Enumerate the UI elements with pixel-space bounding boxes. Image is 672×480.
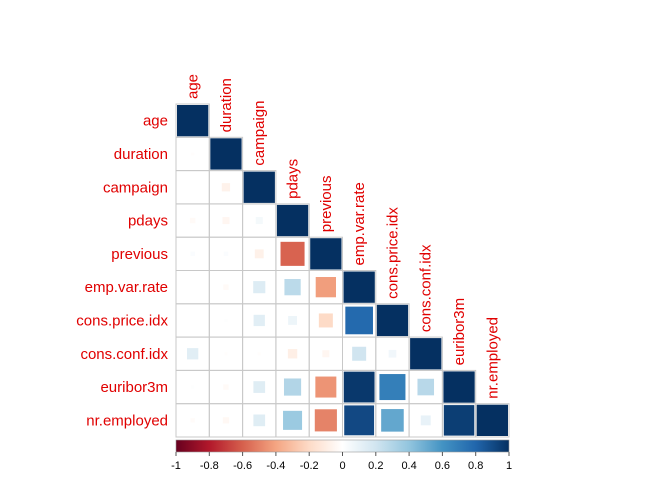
correlation-cell xyxy=(221,183,231,192)
correlation-cell xyxy=(190,418,195,423)
column-label: cons.price.idx xyxy=(384,207,401,299)
column-label: previous xyxy=(318,175,335,232)
correlation-cell xyxy=(443,405,475,436)
colorbar-tick-label: 0.2 xyxy=(368,460,383,472)
correlation-cell xyxy=(191,385,195,389)
colorbar-tick-label: 1 xyxy=(506,460,512,472)
correlation-cell xyxy=(376,304,409,337)
row-label: age xyxy=(143,113,168,130)
correlation-cell xyxy=(189,217,196,224)
correlation-cell xyxy=(280,241,305,266)
correlation-glyphs xyxy=(177,105,508,436)
correlation-cell xyxy=(410,338,442,370)
correlation-cell xyxy=(417,378,435,396)
correlation-cell xyxy=(283,410,303,430)
correlation-cell xyxy=(344,405,375,436)
correlation-cell xyxy=(253,314,265,327)
correlation-cell xyxy=(287,349,298,359)
correlation-cell xyxy=(388,349,397,358)
row-label: pdays xyxy=(128,213,168,230)
correlation-cell xyxy=(257,352,261,356)
correlation-cell xyxy=(343,271,375,303)
colorbar-gradient xyxy=(176,440,509,452)
correlation-cell xyxy=(190,251,195,257)
correlation-cell xyxy=(224,352,228,356)
grid-cell xyxy=(175,170,210,205)
correlation-cell xyxy=(191,152,195,156)
correlation-cell xyxy=(379,374,406,401)
colorbar: -1 -0.8 -0.6 -0.4 -0.2 0 0.2 0.4 0.6 0.8 1 xyxy=(171,439,512,472)
column-label: emp.var.rate xyxy=(351,182,368,265)
column-label: euribor3m xyxy=(451,298,468,366)
colorbar-tick-label: -1 xyxy=(171,460,181,472)
correlation-cell xyxy=(315,376,337,398)
row-label: cons.conf.idx xyxy=(80,346,168,363)
grid-cell xyxy=(475,403,510,438)
correlation-cell xyxy=(318,313,333,328)
variable-labels: age duration campaign pdays previous emp.var.… xyxy=(76,74,501,429)
correlation-cell xyxy=(253,414,266,427)
row-label: cons.price.idx xyxy=(76,312,168,329)
row-label: campaign xyxy=(103,179,168,196)
correlation-cell xyxy=(223,251,229,257)
correlation-cell xyxy=(187,348,199,360)
row-label: duration xyxy=(114,146,168,163)
correlation-cell xyxy=(224,318,228,323)
correlation-cell xyxy=(243,171,275,203)
correlation-cell xyxy=(210,138,242,170)
correlation-cell xyxy=(276,204,309,237)
correlation-cell xyxy=(253,281,266,294)
correlation-cell xyxy=(322,350,330,358)
correlation-cell xyxy=(381,409,404,432)
correlation-cell xyxy=(310,238,342,270)
row-label: emp.var.rate xyxy=(85,279,168,296)
column-label: campaign xyxy=(251,101,268,166)
correlation-cell xyxy=(177,105,209,137)
correlation-cell xyxy=(254,249,264,259)
row-label: euribor3m xyxy=(100,379,168,396)
correlation-cell xyxy=(283,378,302,396)
correlation-cell xyxy=(343,371,375,403)
row-label: previous xyxy=(111,246,168,263)
row-label: nr.employed xyxy=(86,412,168,429)
matrix-grid xyxy=(175,103,510,438)
correlation-cell xyxy=(253,381,266,393)
correlation-cell xyxy=(288,316,297,325)
column-label: cons.conf.idx xyxy=(418,244,435,332)
colorbar-tick-label: 0.6 xyxy=(435,460,450,472)
column-label: age xyxy=(185,74,202,99)
correlation-cell xyxy=(222,217,230,225)
colorbar-tick-label: 0 xyxy=(339,460,345,472)
correlation-cell xyxy=(476,404,508,436)
correlation-cell xyxy=(284,279,301,296)
column-label: pdays xyxy=(285,159,302,199)
colorbar-tick-label: -0.6 xyxy=(233,460,252,472)
correlation-cell xyxy=(223,384,229,390)
correlation-cell xyxy=(345,306,373,335)
colorbar-tick-label: -0.2 xyxy=(300,460,319,472)
column-label: nr.employed xyxy=(484,317,501,399)
correlation-cell xyxy=(420,415,431,426)
correlation-cell xyxy=(443,371,475,403)
correlation-cell xyxy=(255,217,263,225)
correlation-cell xyxy=(315,277,336,298)
column-label: duration xyxy=(218,78,235,132)
correlation-cell xyxy=(352,346,367,361)
correlation-cell xyxy=(223,284,229,290)
colorbar-tick-label: 0.8 xyxy=(468,460,483,472)
grid-cell xyxy=(175,270,210,305)
colorbar-tick-label: -0.4 xyxy=(266,460,285,472)
grid-cell xyxy=(175,303,210,338)
correlation-cell xyxy=(222,417,230,424)
colorbar-tick-label: 0.4 xyxy=(401,460,416,472)
colorbar-tick-label: -0.8 xyxy=(200,460,219,472)
correlation-cell xyxy=(314,409,337,432)
